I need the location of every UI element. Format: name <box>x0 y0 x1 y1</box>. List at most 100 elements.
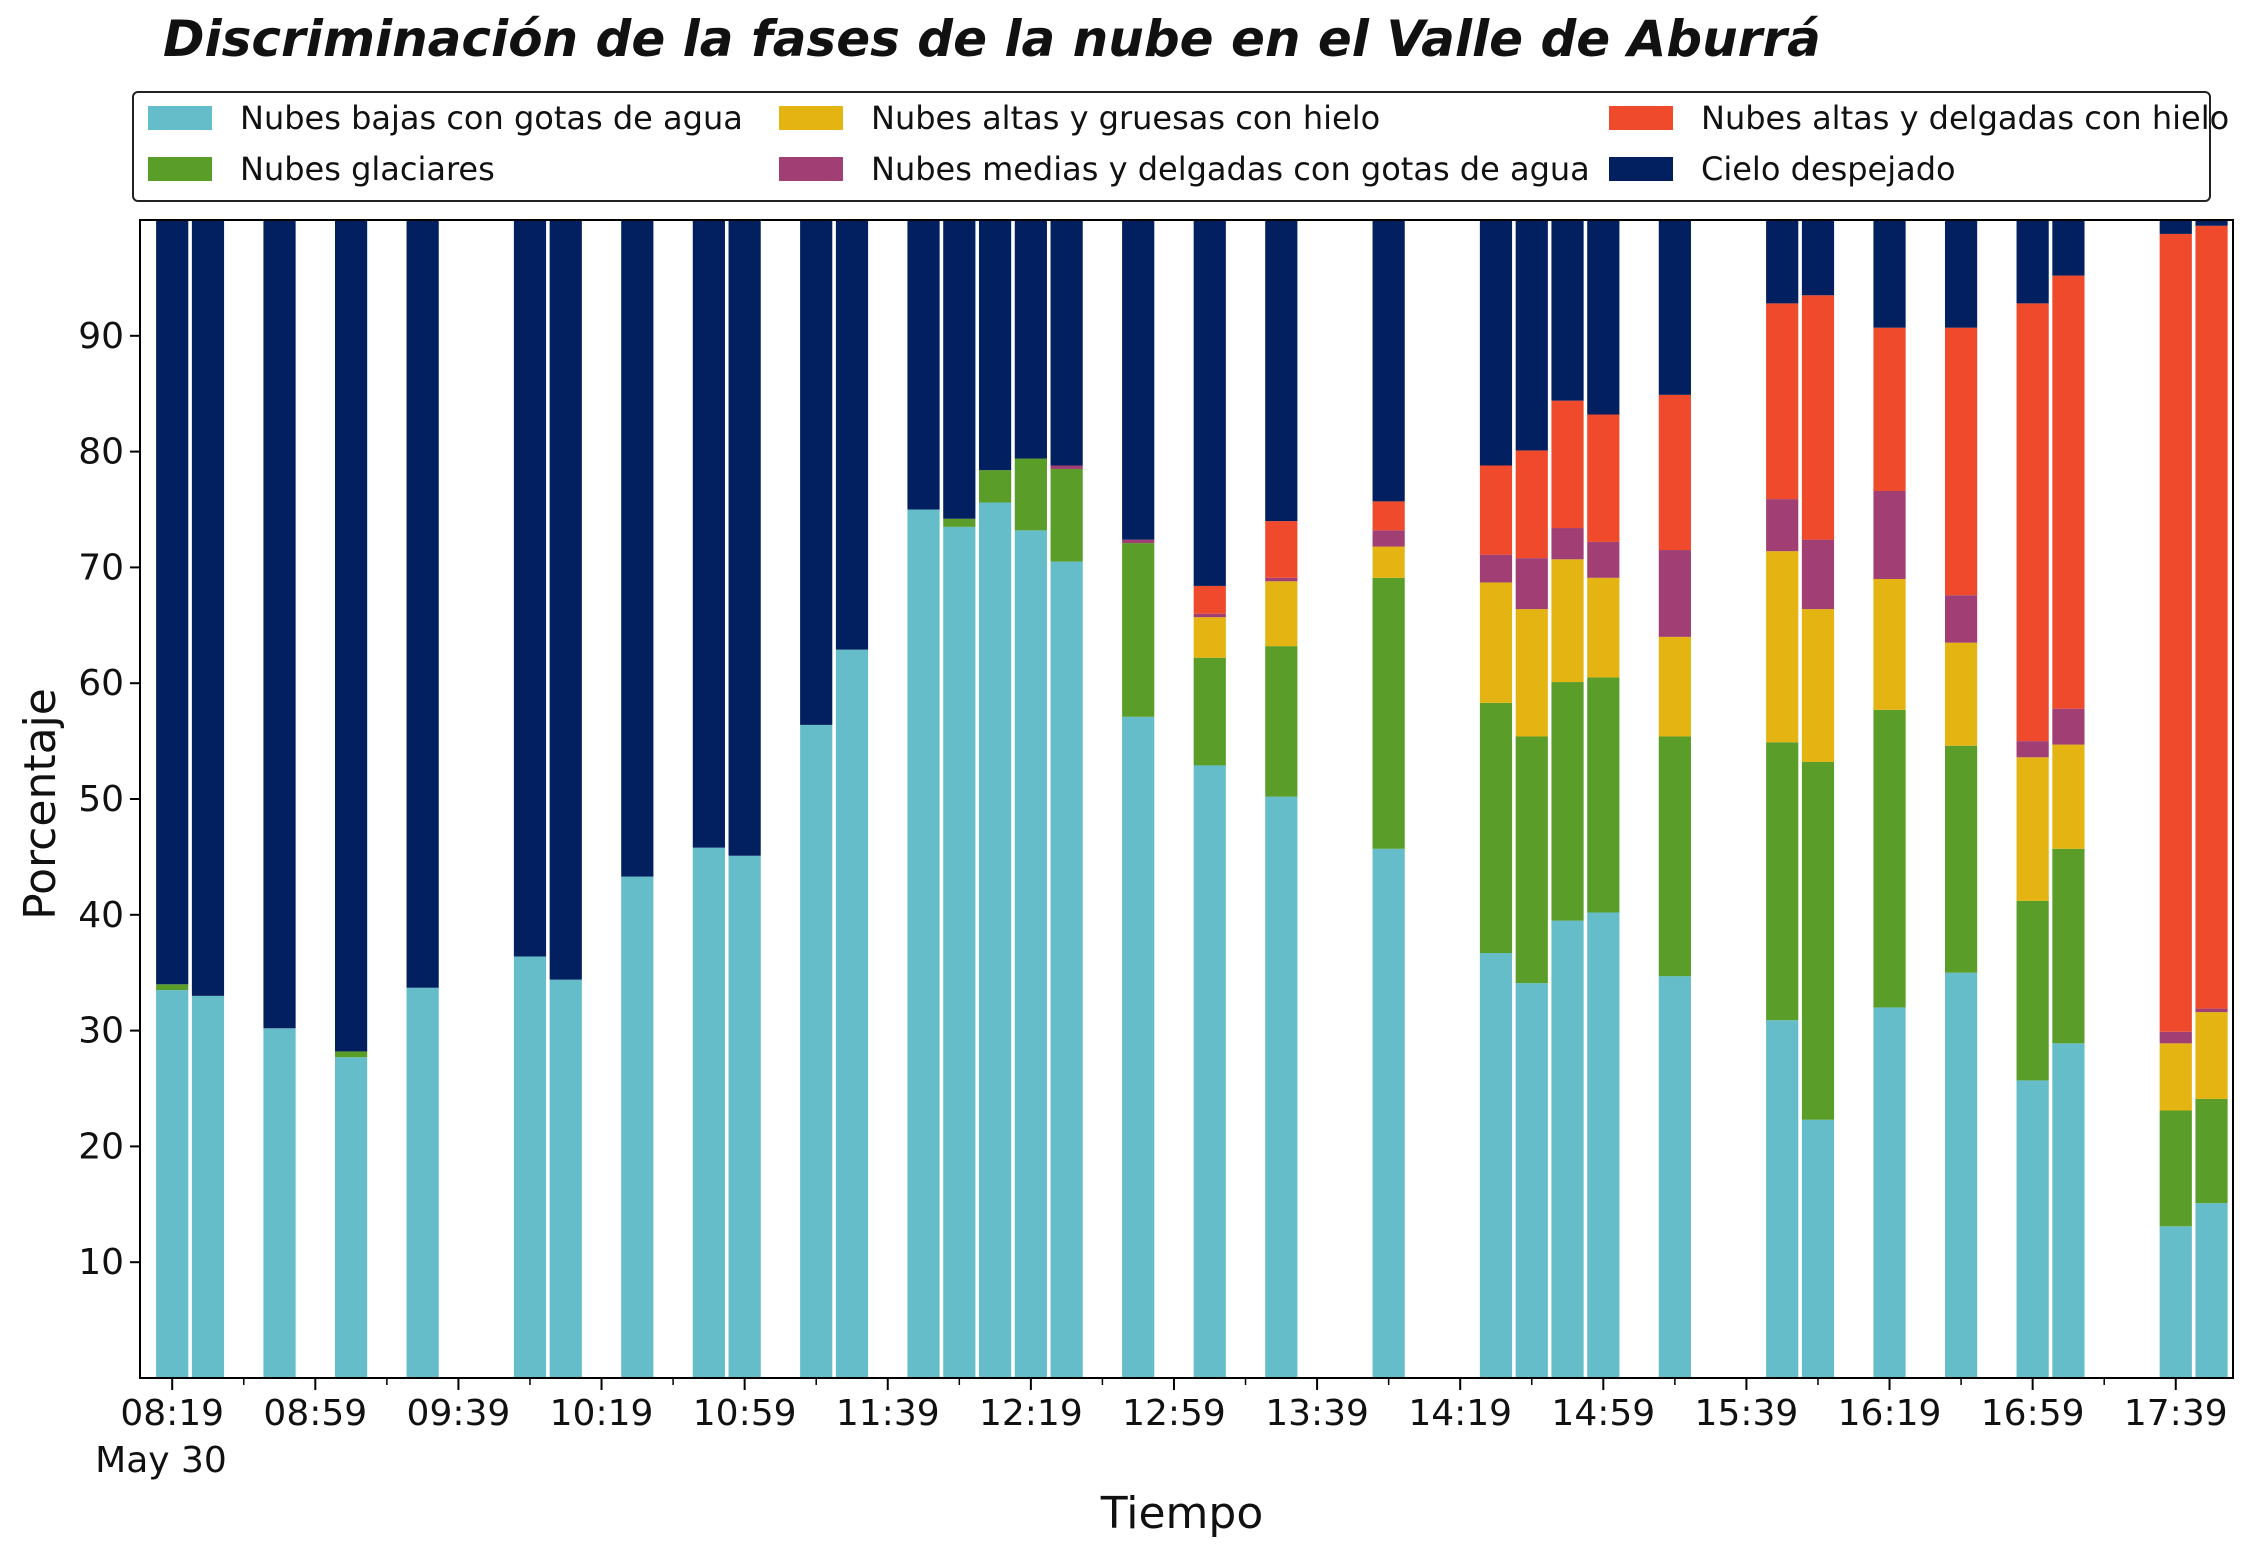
bar-segment <box>1479 953 1513 1378</box>
bar-segment <box>2159 1226 2192 1378</box>
x-tick-label: 14:59 <box>1551 1393 1655 1434</box>
bar-segment <box>978 502 1012 1378</box>
bar-segment <box>2016 741 2049 758</box>
bar-segment <box>549 220 582 980</box>
bar-segment <box>1587 677 1620 913</box>
bar-segment <box>1766 551 1799 743</box>
bar-segment <box>1551 528 1584 560</box>
bar-segment <box>2052 744 2085 849</box>
date-label: May 30 <box>95 1440 227 1481</box>
bar-segment <box>1479 702 1513 954</box>
x-axis-label: Tiempo <box>1100 1488 1264 1539</box>
bar-segment <box>2016 1080 2049 1378</box>
bar-segment <box>406 220 439 988</box>
legend-label: Nubes bajas con gotas de agua <box>240 99 743 137</box>
bar-segment <box>1766 220 1799 304</box>
bar-segment <box>800 724 833 1378</box>
bar-segment <box>1050 561 1083 1378</box>
bar-segment <box>728 220 761 856</box>
bar-segment <box>406 987 439 1378</box>
legend-frame <box>132 91 2211 202</box>
bar-segment <box>1551 220 1584 401</box>
bar-segment <box>334 1051 368 1058</box>
bar-segment <box>1766 742 1799 1021</box>
bar-segment <box>2159 1110 2192 1227</box>
bar-segment <box>1551 920 1584 1378</box>
legend-label: Nubes glaciares <box>240 150 495 188</box>
y-tick-label: 60 <box>78 663 124 704</box>
bar-segment <box>943 518 976 527</box>
bar-segment <box>1122 220 1155 540</box>
bar-segment <box>2052 275 2085 709</box>
bar-segment <box>1551 400 1584 529</box>
bar-segment <box>1122 716 1155 1378</box>
bar-segment <box>1587 220 1620 415</box>
bar-segment <box>513 956 547 1378</box>
bar-segment <box>2159 220 2192 234</box>
bar-segment <box>1801 609 1835 762</box>
bar-segment <box>2016 757 2049 901</box>
plot-frame <box>139 219 2234 1379</box>
bar-segment <box>2016 220 2049 304</box>
bar-segment <box>1587 414 1620 542</box>
bar-segment <box>1587 541 1620 578</box>
bar-segment <box>1944 642 1978 746</box>
bar-segment <box>2159 1031 2192 1044</box>
bar-segment <box>1944 745 1978 973</box>
bar-segment <box>943 526 976 1378</box>
legend-label: Nubes altas y delgadas con hielo <box>1701 99 2229 137</box>
bar-segment <box>263 220 296 1029</box>
bar-segment <box>1479 465 1513 555</box>
bar-segment <box>1801 761 1835 1120</box>
bar-segment <box>334 220 368 1052</box>
bar-segment <box>1873 1007 1906 1378</box>
bar-segment <box>943 220 976 519</box>
bar-segment <box>2195 1098 2228 1204</box>
legend-swatch <box>779 106 843 130</box>
bar-segment <box>1193 613 1226 618</box>
bar-segment <box>1014 458 1047 531</box>
x-tick-label: 08:59 <box>263 1393 367 1434</box>
chart-title: Discriminación de la fases de la nube en… <box>163 10 1821 68</box>
bar-segment <box>1193 765 1226 1378</box>
bar-segment <box>1515 983 1548 1378</box>
y-tick-label: 80 <box>78 432 124 473</box>
bar-segment <box>1658 220 1691 395</box>
bar-segment <box>1265 796 1298 1378</box>
y-tick-label: 50 <box>78 779 124 820</box>
bar-segment <box>1944 327 1978 596</box>
bar-segment <box>2159 1043 2192 1111</box>
bar-segment <box>835 649 869 1378</box>
x-tick-label: 14:19 <box>1408 1393 1512 1434</box>
bar-segment <box>1587 577 1620 678</box>
bar-segment <box>621 876 654 1378</box>
y-axis: 10 20 30 40 50 60 70 80 90 <box>78 316 140 1283</box>
bar-segment <box>1372 501 1405 531</box>
bar-segment <box>1873 578 1906 710</box>
x-tick-label: 12:19 <box>979 1393 1083 1434</box>
bar-segment <box>1193 617 1226 658</box>
legend-swatch <box>779 157 843 181</box>
x-tick-label: 16:19 <box>1838 1393 1942 1434</box>
bar-segment <box>156 220 189 985</box>
bar-segment <box>1122 539 1155 544</box>
bar-segment <box>1265 646 1298 797</box>
bar-segment <box>1766 499 1799 552</box>
bar-segment <box>513 220 547 957</box>
bar-segment <box>1515 736 1548 984</box>
bar-segment <box>1766 303 1799 500</box>
bar-segment <box>1873 709 1906 1008</box>
y-axis-label: Porcentaje <box>15 688 66 920</box>
bar-segment <box>692 220 725 848</box>
bar-segment <box>1658 550 1691 637</box>
bar-segment <box>1587 912 1620 1378</box>
bar-segment <box>1515 220 1548 451</box>
y-tick-label: 90 <box>78 316 124 357</box>
legend-swatch <box>1609 106 1673 130</box>
bar-segment <box>1515 450 1548 559</box>
bar-segment <box>1372 848 1405 1378</box>
legend-swatch <box>148 157 212 181</box>
x-tick-label: 16:59 <box>1981 1393 2085 1434</box>
bar-segment <box>2052 848 2085 1044</box>
